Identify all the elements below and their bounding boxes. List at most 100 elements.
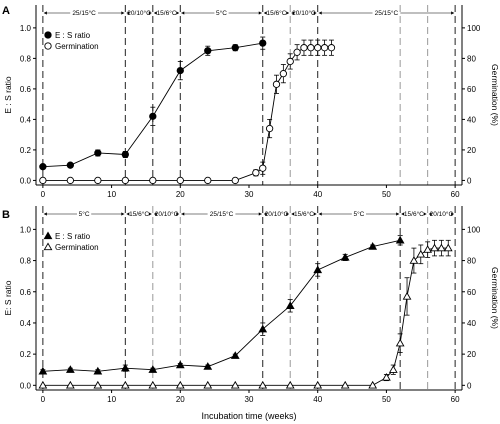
legend-marker	[43, 242, 53, 251]
data-point	[320, 44, 329, 52]
y-tick-label-left: 0.4	[20, 115, 32, 124]
data-point	[176, 176, 184, 185]
y-tick-label-right: 20	[467, 350, 476, 359]
temperature-label: 15/6°C	[404, 210, 424, 218]
stage-arrow-head	[148, 212, 152, 216]
data-point	[437, 243, 446, 252]
data-point	[258, 324, 268, 333]
data-point	[120, 380, 130, 389]
legend-label: E : S ratio	[55, 232, 91, 241]
temperature-stage: 15/6°C	[153, 9, 180, 17]
data-point	[258, 380, 268, 389]
x-tick-label: 50	[382, 190, 391, 199]
stage-arrow-head	[153, 212, 157, 216]
stage-arrow-head	[318, 11, 322, 15]
stage-arrow-head	[318, 212, 322, 216]
stage-arrow-head	[286, 11, 290, 15]
data-point	[176, 66, 184, 75]
data-point	[272, 80, 281, 88]
x-tick-label: 40	[313, 395, 322, 404]
x-tick-label: 20	[176, 190, 185, 199]
temperature-label: 15/6°C	[129, 210, 149, 218]
temperature-label: 25/15°C	[72, 9, 96, 17]
stage-arrow-head	[396, 212, 400, 216]
temperature-stage: 15/6°C	[263, 9, 290, 17]
y-axis-label-left: E: S ratio	[3, 280, 13, 315]
y-tick-label-right: 60	[467, 288, 476, 297]
data-point	[175, 380, 185, 389]
x-tick-label: 10	[107, 190, 116, 199]
y-tick-label-left: 0.6	[20, 288, 32, 297]
data-point	[121, 176, 129, 185]
temperature-label: 25/15°C	[375, 9, 399, 17]
temperature-stage: 20/10°C	[428, 210, 455, 218]
data-point	[94, 176, 102, 185]
temperature-stage: 25/15°C	[181, 210, 262, 218]
data-point	[307, 44, 315, 52]
x-tick-label: 60	[451, 190, 460, 199]
data-point	[148, 365, 158, 373]
data-point	[443, 243, 453, 252]
temperature-label: 20/10°C	[265, 210, 289, 218]
y-tick-label-right: 100	[467, 24, 481, 33]
data-point	[39, 176, 47, 185]
data-point	[327, 44, 336, 52]
temperature-label: 15/6°C	[267, 9, 287, 17]
series-germination	[38, 239, 453, 389]
data-point	[203, 362, 213, 370]
data-point	[409, 256, 419, 264]
stage-arrow-head	[121, 212, 125, 216]
stage-arrow-head	[176, 11, 180, 15]
data-point	[149, 112, 157, 121]
x-axis-label: Incubation time (weeks)	[201, 411, 296, 421]
data-point	[314, 44, 322, 52]
data-point	[313, 265, 323, 274]
data-point	[300, 44, 308, 52]
y-tick-label-right: 80	[467, 257, 476, 266]
panel-a: A 25/15°C 20/10°C 15/6°C 5°C 15/6°C 20/10°C 25/…	[2, 5, 500, 199]
y-axis-label-left: E : S ratio	[3, 76, 13, 114]
x-tick-label: 30	[245, 395, 254, 404]
data-point	[38, 380, 48, 389]
y-tick-label-left: 0.6	[20, 85, 32, 94]
series-germination	[39, 39, 336, 185]
temperature-label: 15/6°C	[157, 9, 177, 17]
temperature-stage: 15/6°C	[291, 210, 317, 218]
y-tick-label-left: 0.2	[20, 350, 32, 359]
x-tick-label: 0	[41, 190, 46, 199]
data-point	[259, 164, 267, 172]
y-tick-label-right: 20	[467, 146, 476, 155]
legend-label: Germination	[55, 243, 99, 252]
data-point	[120, 363, 130, 372]
data-point	[423, 245, 433, 253]
data-point	[39, 163, 47, 171]
x-tick-label: 30	[245, 190, 254, 199]
data-point	[121, 150, 129, 159]
data-point	[252, 169, 260, 177]
stage-arrow-head	[263, 11, 267, 15]
temperature-stage: 20/10°C	[153, 210, 180, 218]
temperature-stage: 20/10°C	[263, 210, 290, 218]
stage-arrow-head	[153, 11, 157, 15]
data-point	[279, 69, 288, 78]
series-es-ratio	[38, 235, 405, 375]
stage-arrow-head	[263, 212, 267, 216]
x-tick-label: 10	[107, 395, 116, 404]
data-point	[175, 360, 185, 369]
temperature-stage: 15/6°C	[126, 210, 152, 218]
data-point	[285, 301, 295, 309]
data-point	[395, 235, 405, 244]
stage-arrow-head	[126, 11, 130, 15]
temperature-label: 15/6°C	[294, 210, 314, 218]
data-point	[259, 39, 267, 47]
stage-arrow-head	[258, 11, 262, 15]
legend-label: Germination	[55, 42, 99, 51]
data-point	[230, 351, 240, 359]
y-tick-label-left: 0.8	[20, 54, 32, 63]
panel-letter: B	[2, 209, 10, 221]
data-point	[293, 48, 301, 56]
y-tick-label-right: 100	[467, 225, 481, 234]
series-line	[42, 247, 449, 386]
temperature-label: 20/10°C	[155, 210, 179, 218]
y-tick-label-right: 40	[467, 319, 476, 328]
